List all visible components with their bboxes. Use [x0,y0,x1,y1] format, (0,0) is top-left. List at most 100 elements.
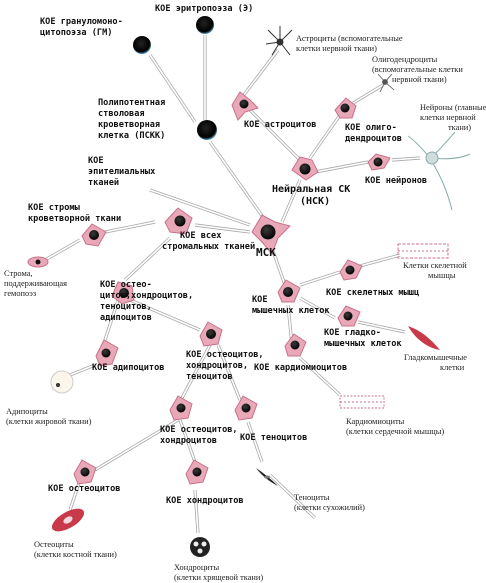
labels-layer: КОЕ эритропоэза (Э) КОЕ грануломоно- цит… [28,4,427,506]
captions-layer: Астроциты (вспомогательные клетки нервно… [4,34,486,582]
label-koe-oh-line2: хондроцитов [160,436,217,446]
label-koe-oht-line2: хондроцитов, [186,361,248,371]
caption-teno-line1: Теноциты [294,493,330,502]
label-koe-adipocytes: КОЕ адипоцитов [92,363,164,373]
astrocyte-illustration [265,26,293,56]
label-koe-oligo-line1: КОЕ олиго- [345,123,397,133]
caption-stroma-line3: гемопоэз [4,289,37,298]
tenocyte-illustration [256,468,278,486]
oligodendrocyte-progenitor-cell [334,97,357,119]
cells-layer [27,16,471,557]
label-koe-smooth-line1: КОЕ гладко- [324,328,381,338]
label-pskk-line1: Полипотентная [98,98,165,108]
label-koe-gm-line2: цитопоэза (ГМ) [40,28,112,38]
cardiomyocyte-illustration [339,395,385,409]
label-koe-stroma-line2: кроветворной ткани [28,214,121,224]
chondrocyte-progenitor-cell [185,459,209,485]
label-pskk-line2: стволовая [98,109,145,119]
label-koe-neurons: КОЕ нейронов [365,176,427,186]
skeletal-muscle-illustration [397,243,449,259]
caption-smooth-line2: клетки [440,363,465,372]
caption-oligo-line3: нервной ткани) [392,75,447,84]
caption-osteo-line2: (клетки костной ткани) [34,550,117,559]
caption-oligo-line1: Олигодендроциты [372,55,438,64]
muscle-progenitor-cell [277,279,301,303]
osteocyte-illustration [51,508,85,532]
label-koe-tenocytes: КОЕ теноцитов [240,433,307,443]
caption-adipo-line2: (клетки жировой ткани) [6,417,92,426]
label-msk: МСК [256,246,276,259]
caption-stroma-line2: поддерживающая [4,279,67,288]
tenocyte-progenitor-cell [234,395,258,421]
label-koe-oht-line3: теноцитов [186,372,233,382]
osteo-chondro-teno-progenitor-cell [199,321,223,347]
caption-chondro-line2: (клетки хрящевой ткани) [174,573,263,582]
label-koe-oht-line1: КОЕ остеоцитов, [186,350,264,360]
stroma-progenitor-cell [81,223,107,247]
caption-neuron-line1: Нейроны (главные [420,103,486,112]
smooth-muscle-illustration [408,326,440,350]
caption-stroma-line1: Строма, [4,269,33,278]
label-koe-epit-line2: эпителиальных [88,167,155,177]
caption-astro-line2: клетки нервной ткани) [296,44,377,53]
osteocyte-progenitor-cell [73,459,97,485]
caption-chondro-line1: Хондроциты [174,563,219,572]
neuron-illustration [407,131,471,211]
oligodendrocyte-illustration [377,73,395,93]
msk-cell [251,214,291,255]
chondrocyte-illustration [190,537,210,557]
label-pskk-line4: клетка (ПСКК) [98,131,165,141]
label-koe-oligo-line2: дендроцитов [345,134,402,144]
cardiomyocyte-progenitor-cell [284,333,307,357]
label-koe-osteo-line1: КОЕ остео- [100,280,152,290]
label-koe-epit-line1: КОЕ [88,156,104,166]
label-koe-smooth-line2: мышечных клеток [324,339,402,349]
caption-astro-line1: Астроциты (вспомогательные [296,34,403,43]
erythro-colony-cell [196,16,214,34]
label-koe-gm-line1: КОЕ грануломоно- [40,17,123,27]
label-koe-astrocytes: КОЕ астроцитов [244,120,316,130]
caption-skeletal-line1: Клетки скелетной [403,261,467,270]
label-koe-osteo-line4: адипоцитов [100,313,152,323]
astrocyte-progenitor-cell [231,91,259,121]
label-koe-muscle-line1: КОЕ [252,295,268,305]
caption-cardio-line2: (клетки сердечной мышцы) [346,427,444,436]
label-koe-all-stromal-line1: КОЕ всех [180,231,221,241]
label-koe-cardio: КОЕ кардиомиоцитов [254,363,347,373]
hematopoietic-stem-cell [197,120,217,140]
caption-osteo-line1: Остеоциты [34,540,74,549]
label-nsk-line1: Нейральная СК [272,183,350,195]
adipocyte-illustration [50,370,74,394]
label-koe-osteo-line3: теноцитов, [100,302,152,312]
adipocyte-progenitor-cell [95,339,119,367]
gm-colony-cell [133,36,151,54]
label-koe-osteo-line2: цитов,хондроцитов, [100,291,193,301]
osteo-chondro-progenitor-cell [169,395,193,421]
caption-neuron-line3: ткани) [448,123,471,132]
caption-teno-line2: (клетки сухожилий) [294,503,365,512]
label-koe-erythropoiesis: КОЕ эритропоэза (Э) [155,4,253,14]
label-nsk-line2: (НСК) [300,196,330,207]
neuron-progenitor-cell [367,153,391,171]
label-koe-stroma-line1: КОЕ стромы [28,203,81,213]
label-koe-skeletal: КОЕ скелетных мышц [326,288,419,298]
neural-stem-cell [291,156,319,181]
connection-arrows [44,35,421,534]
caption-cardio-line1: Кардиомиоциты [346,417,405,426]
label-koe-muscle-line2: мышечных клеток [252,306,330,316]
label-koe-epit-line3: тканей [88,178,119,188]
all-stromal-progenitor-cell [164,207,193,235]
skeletal-muscle-progenitor-cell [339,259,363,281]
caption-neuron-line2: клетки нервной [420,113,476,122]
label-koe-chondrocytes: КОЕ хондроцитов [166,496,244,506]
caption-oligo-line2: (вспомогательные клетки [372,65,463,74]
caption-skeletal-line2: мышцы [428,271,456,280]
smooth-muscle-progenitor-cell [337,305,361,327]
osteo-chondro-teno-adipo-progenitor-cell [111,281,135,305]
caption-adipo-line1: Адипоциты [6,407,48,416]
label-koe-osteocytes: КОЕ остеоцитов [48,484,120,494]
stroma-illustration [27,256,49,268]
label-koe-oh-line1: КОЕ остеоцитов, [160,425,238,435]
